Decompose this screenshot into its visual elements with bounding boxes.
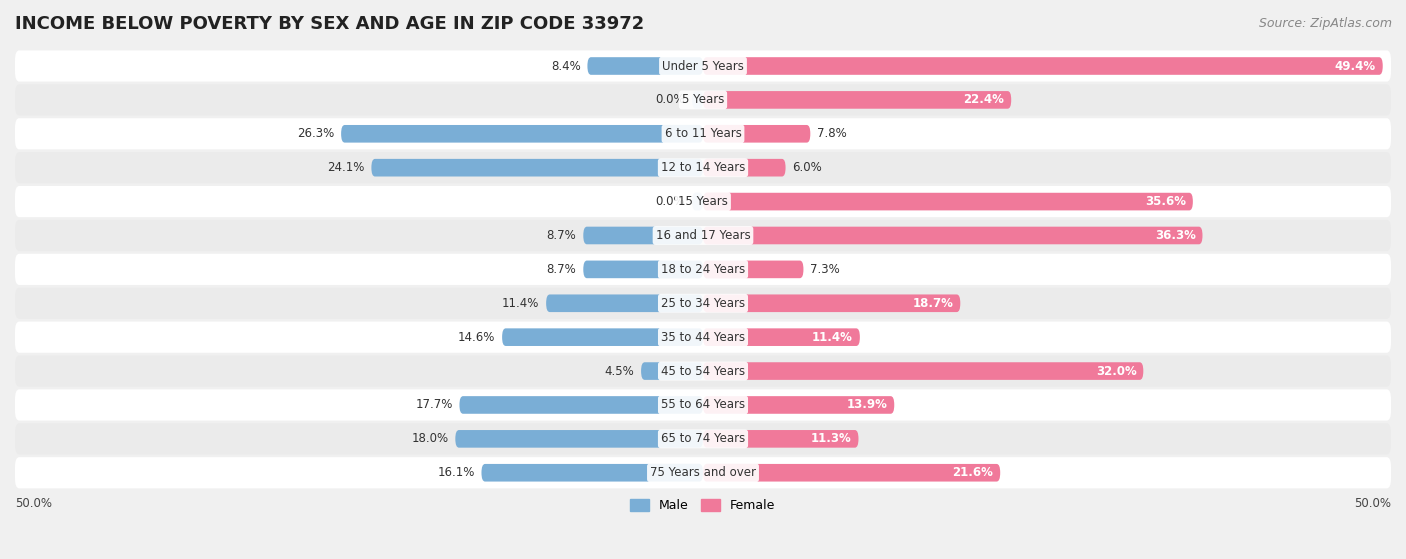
Text: 11.4%: 11.4% <box>502 297 540 310</box>
Text: 6 to 11 Years: 6 to 11 Years <box>665 127 741 140</box>
FancyBboxPatch shape <box>703 91 1011 108</box>
Text: 55 to 64 Years: 55 to 64 Years <box>661 399 745 411</box>
Text: 16.1%: 16.1% <box>437 466 475 479</box>
Text: 0.0%: 0.0% <box>655 195 685 208</box>
Text: 65 to 74 Years: 65 to 74 Years <box>661 432 745 446</box>
Text: 18.0%: 18.0% <box>412 432 449 446</box>
FancyBboxPatch shape <box>583 226 703 244</box>
FancyBboxPatch shape <box>703 125 810 143</box>
FancyBboxPatch shape <box>15 356 1391 387</box>
FancyBboxPatch shape <box>456 430 703 448</box>
Text: 18.7%: 18.7% <box>912 297 953 310</box>
Text: 11.4%: 11.4% <box>813 331 853 344</box>
Text: 8.4%: 8.4% <box>551 59 581 73</box>
FancyBboxPatch shape <box>583 260 703 278</box>
Text: 16 and 17 Years: 16 and 17 Years <box>655 229 751 242</box>
FancyBboxPatch shape <box>703 328 860 346</box>
FancyBboxPatch shape <box>460 396 703 414</box>
Text: 22.4%: 22.4% <box>963 93 1004 106</box>
FancyBboxPatch shape <box>703 159 786 177</box>
FancyBboxPatch shape <box>15 423 1391 454</box>
Text: 8.7%: 8.7% <box>547 263 576 276</box>
FancyBboxPatch shape <box>692 193 703 210</box>
Text: 36.3%: 36.3% <box>1154 229 1195 242</box>
FancyBboxPatch shape <box>703 362 1143 380</box>
FancyBboxPatch shape <box>15 50 1391 82</box>
FancyBboxPatch shape <box>703 464 1000 481</box>
Text: 4.5%: 4.5% <box>605 364 634 377</box>
Text: 13.9%: 13.9% <box>846 399 887 411</box>
Text: 0.0%: 0.0% <box>655 93 685 106</box>
Text: 15 Years: 15 Years <box>678 195 728 208</box>
FancyBboxPatch shape <box>15 220 1391 251</box>
Text: 5 Years: 5 Years <box>682 93 724 106</box>
FancyBboxPatch shape <box>703 226 1202 244</box>
FancyBboxPatch shape <box>15 118 1391 149</box>
FancyBboxPatch shape <box>15 288 1391 319</box>
Text: 6.0%: 6.0% <box>793 161 823 174</box>
Text: 35.6%: 35.6% <box>1144 195 1187 208</box>
FancyBboxPatch shape <box>703 295 960 312</box>
FancyBboxPatch shape <box>342 125 703 143</box>
Text: 18 to 24 Years: 18 to 24 Years <box>661 263 745 276</box>
FancyBboxPatch shape <box>502 328 703 346</box>
Legend: Male, Female: Male, Female <box>626 494 780 517</box>
Text: INCOME BELOW POVERTY BY SEX AND AGE IN ZIP CODE 33972: INCOME BELOW POVERTY BY SEX AND AGE IN Z… <box>15 15 644 33</box>
Text: 8.7%: 8.7% <box>547 229 576 242</box>
Text: 35 to 44 Years: 35 to 44 Years <box>661 331 745 344</box>
FancyBboxPatch shape <box>15 186 1391 217</box>
FancyBboxPatch shape <box>546 295 703 312</box>
Text: 49.4%: 49.4% <box>1334 59 1376 73</box>
Text: 7.3%: 7.3% <box>810 263 839 276</box>
FancyBboxPatch shape <box>15 152 1391 183</box>
Text: 50.0%: 50.0% <box>15 497 52 510</box>
Text: 11.3%: 11.3% <box>811 432 852 446</box>
FancyBboxPatch shape <box>481 464 703 481</box>
Text: 7.8%: 7.8% <box>817 127 846 140</box>
FancyBboxPatch shape <box>641 362 703 380</box>
Text: 12 to 14 Years: 12 to 14 Years <box>661 161 745 174</box>
Text: Under 5 Years: Under 5 Years <box>662 59 744 73</box>
Text: 75 Years and over: 75 Years and over <box>650 466 756 479</box>
FancyBboxPatch shape <box>692 91 703 108</box>
FancyBboxPatch shape <box>703 260 803 278</box>
FancyBboxPatch shape <box>703 396 894 414</box>
FancyBboxPatch shape <box>703 193 1192 210</box>
Text: 17.7%: 17.7% <box>415 399 453 411</box>
Text: 21.6%: 21.6% <box>952 466 993 479</box>
Text: 24.1%: 24.1% <box>328 161 364 174</box>
FancyBboxPatch shape <box>15 84 1391 116</box>
FancyBboxPatch shape <box>15 390 1391 420</box>
Text: Source: ZipAtlas.com: Source: ZipAtlas.com <box>1258 17 1392 30</box>
FancyBboxPatch shape <box>15 457 1391 489</box>
Text: 50.0%: 50.0% <box>1354 497 1391 510</box>
Text: 26.3%: 26.3% <box>297 127 335 140</box>
Text: 45 to 54 Years: 45 to 54 Years <box>661 364 745 377</box>
FancyBboxPatch shape <box>703 430 859 448</box>
FancyBboxPatch shape <box>588 57 703 75</box>
FancyBboxPatch shape <box>15 254 1391 285</box>
FancyBboxPatch shape <box>703 57 1382 75</box>
Text: 25 to 34 Years: 25 to 34 Years <box>661 297 745 310</box>
Text: 32.0%: 32.0% <box>1095 364 1136 377</box>
FancyBboxPatch shape <box>371 159 703 177</box>
FancyBboxPatch shape <box>15 321 1391 353</box>
Text: 14.6%: 14.6% <box>458 331 495 344</box>
